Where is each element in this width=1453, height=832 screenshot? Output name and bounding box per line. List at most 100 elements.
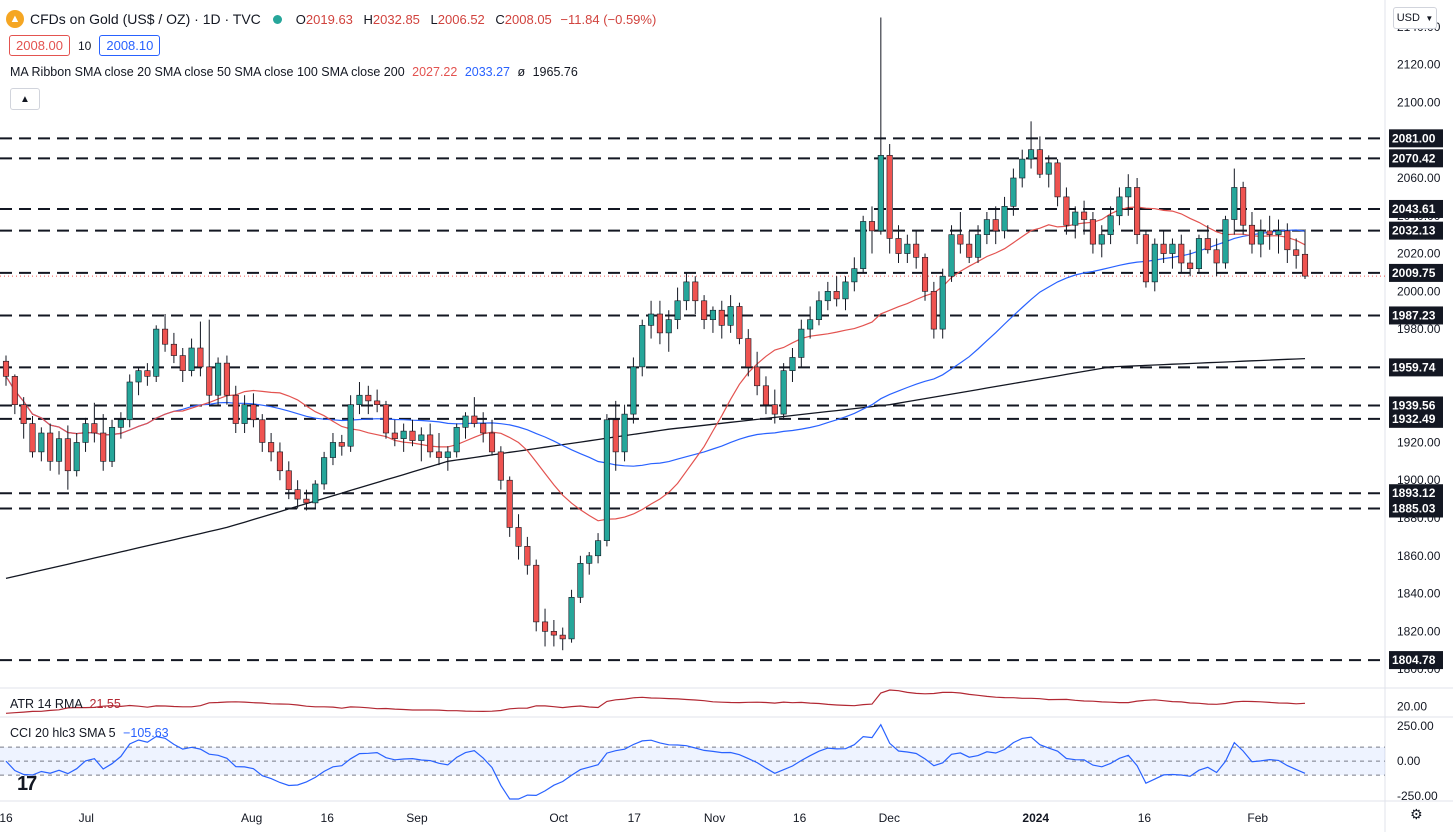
candle [1257, 219, 1264, 258]
candle [82, 417, 89, 452]
x-tick-label: Jul [79, 811, 94, 825]
cci-legend[interactable]: CCI 20 hlc3 SMA 5 −105.63 [10, 726, 169, 740]
currency-button[interactable]: USD ▼ [1393, 7, 1437, 29]
candle-body [347, 404, 354, 447]
candle-body [471, 415, 478, 424]
gear-icon[interactable]: ⚙ [1410, 806, 1423, 822]
candle-body [91, 423, 98, 434]
candle [886, 144, 893, 254]
candle [144, 363, 151, 386]
sma20-value: 2027.22 [412, 65, 458, 79]
candle-body [1195, 238, 1202, 269]
y-tick-label: 1820.00 [1397, 624, 1441, 638]
candle [745, 329, 752, 377]
candle [356, 382, 363, 415]
candle [285, 461, 292, 500]
level-label: 2070.42 [1392, 151, 1436, 165]
candle-body [1257, 230, 1264, 245]
sell-button[interactable]: 2008.00 [9, 35, 70, 56]
candle [47, 423, 54, 471]
candle-body [1072, 211, 1079, 226]
candle-body [550, 631, 557, 636]
candle-body [427, 434, 434, 453]
candle [303, 489, 310, 511]
candle [851, 257, 858, 292]
ma-ribbon-label: MA Ribbon SMA close 20 SMA close 50 SMA … [10, 65, 405, 79]
level-tag [1389, 129, 1443, 148]
candle [223, 355, 230, 405]
level-tag [1389, 149, 1443, 168]
candle [648, 300, 655, 339]
candle [542, 608, 549, 647]
candle-body [815, 300, 823, 320]
candle [1063, 187, 1070, 235]
candle [789, 348, 796, 382]
bid-ask-panel: 2008.00 10 2008.10 [9, 35, 161, 56]
x-tick-label: Oct [549, 811, 568, 825]
ma-ribbon-legend[interactable]: MA Ribbon SMA close 20 SMA close 50 SMA … [10, 65, 578, 79]
buy-button[interactable]: 2008.10 [99, 35, 161, 56]
atr-tick-label: 20.00 [1397, 700, 1427, 714]
candle-body [824, 291, 831, 302]
candle [1054, 159, 1061, 207]
collapse-legend-button[interactable]: ▲ [10, 88, 40, 110]
x-tick-label: 16 [0, 811, 13, 825]
candle [1134, 178, 1141, 245]
candle-body [1019, 158, 1026, 179]
candle-body [762, 385, 769, 405]
candle-body [144, 370, 151, 377]
candle [250, 393, 257, 428]
candle [382, 400, 390, 439]
symbol-title[interactable]: CFDs on Gold (US$ / OZ) · 1D · TVC [30, 11, 261, 27]
candle-body [1134, 187, 1141, 235]
x-tick-label: Feb [1247, 811, 1268, 825]
candle [338, 434, 345, 456]
candle-body [1045, 162, 1052, 175]
candle [815, 291, 823, 326]
candle [1142, 230, 1149, 288]
candle-body [1204, 238, 1211, 251]
candle-body [162, 328, 169, 345]
level-label: 1893.12 [1392, 486, 1436, 500]
candle [506, 476, 513, 537]
chevron-up-icon: ▲ [20, 93, 30, 105]
candle [568, 589, 575, 643]
candle [29, 416, 36, 458]
candle-body [939, 275, 946, 330]
candle [197, 321, 204, 377]
candle [895, 225, 902, 263]
tradingview-logo: 17 [17, 773, 37, 795]
candle [294, 480, 301, 509]
y-tick-label: 1980.00 [1397, 322, 1441, 336]
candle [709, 306, 716, 333]
candle-body [259, 419, 266, 443]
candle [1098, 225, 1105, 258]
candle [312, 480, 319, 509]
candle [1089, 212, 1096, 254]
candle-body [1293, 249, 1300, 256]
y-tick-label: 1840.00 [1397, 587, 1441, 601]
candle [877, 17, 884, 235]
candle-body [771, 404, 778, 415]
candle-body [621, 413, 628, 453]
candle-body [294, 489, 301, 500]
candle [1001, 196, 1008, 239]
candle [1028, 121, 1035, 169]
candle-body [877, 155, 884, 232]
candle-body [1222, 219, 1229, 264]
candle-body [1301, 253, 1309, 277]
level-tag [1389, 306, 1443, 325]
candle [833, 276, 840, 307]
candle [11, 374, 18, 415]
candle-body [983, 219, 990, 235]
candle [533, 559, 540, 632]
gold-symbol-icon: ▲ [6, 10, 24, 28]
candle-body [435, 451, 443, 458]
candle [656, 300, 663, 345]
candle-body [488, 432, 496, 453]
candle [930, 281, 937, 339]
atr-legend[interactable]: ATR 14 RMA 21.55 [10, 697, 121, 711]
candle-body [250, 404, 257, 421]
candle [1081, 200, 1088, 235]
